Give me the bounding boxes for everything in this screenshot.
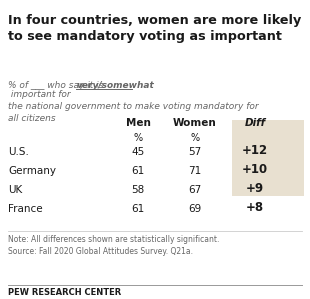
Text: Note: All differences shown are statistically significant.
Source: Fall 2020 Glo: Note: All differences shown are statisti… [8,235,219,256]
Text: important for
the national government to make voting mandatory for
all citizens: important for the national government to… [8,90,259,123]
Text: In four countries, women are more likely
to see mandatory voting as important: In four countries, women are more likely… [8,14,301,43]
Text: France: France [8,204,43,214]
Text: +10: +10 [242,163,268,176]
Text: +8: +8 [246,201,264,214]
Text: Men: Men [126,118,150,128]
Text: 57: 57 [188,147,202,157]
Text: Diff: Diff [245,118,266,128]
Text: Germany: Germany [8,166,56,176]
Text: 71: 71 [188,166,202,176]
Text: PEW RESEARCH CENTER: PEW RESEARCH CENTER [8,288,121,297]
Text: % of ___ who say it is: % of ___ who say it is [8,81,106,90]
Text: very/somewhat: very/somewhat [76,81,154,90]
Text: +12: +12 [242,144,268,157]
Text: 45: 45 [131,147,145,157]
Text: 69: 69 [188,204,202,214]
Text: 58: 58 [131,185,145,195]
Text: 61: 61 [131,204,145,214]
Text: 67: 67 [188,185,202,195]
Text: U.S.: U.S. [8,147,29,157]
Text: %: % [190,133,200,143]
Text: +9: +9 [246,182,264,195]
Text: 61: 61 [131,166,145,176]
FancyBboxPatch shape [232,120,304,196]
Text: %: % [133,133,143,143]
Text: Women: Women [173,118,217,128]
Text: UK: UK [8,185,22,195]
